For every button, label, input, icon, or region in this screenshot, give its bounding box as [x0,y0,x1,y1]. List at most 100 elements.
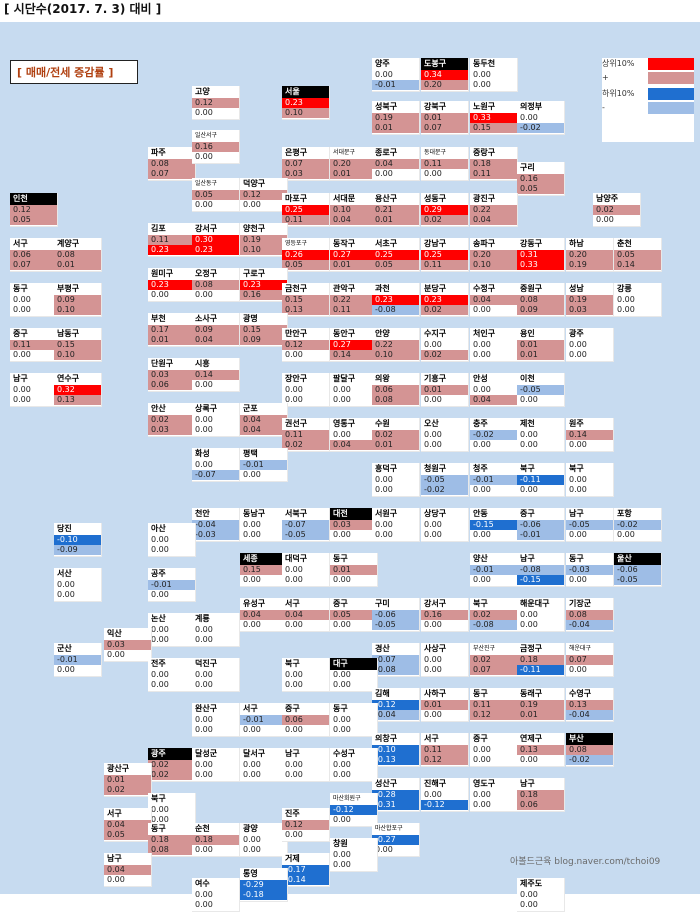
sale-change-value: 0.11 [421,745,468,755]
region-name: 수원 [375,419,390,428]
sale-change-value: -0.04 [192,520,239,530]
sale-change-value: 0.19 [566,295,613,305]
sale-change-value: 0.23 [372,295,419,305]
sale-change-value: 0.31 [517,250,564,260]
sale-change-value: -0.01 [470,565,517,575]
sale-change-value: 0.11 [421,159,468,169]
legend-item: + [602,72,694,84]
region-cell: 수지구 0.00 0.02 [421,328,469,362]
sale-change-value: 0.08 [566,745,613,755]
region-cell: 북구 0.02 -0.08 [470,598,518,632]
region-name: 남구 [520,554,535,563]
region-name: 제천 [520,419,535,428]
region-cell: 광양 0.00 0.00 [240,823,288,857]
sale-change-value: 0.03 [104,640,151,650]
jeonse-change-value: 0.00 [330,575,377,585]
jeonse-change-value: -0.15 [517,575,564,585]
jeonse-change-value: 0.00 [330,770,377,780]
region-name: 울산 [614,553,661,565]
region-name: 마산합포구 [375,825,403,832]
sale-change-value: 0.17 [148,325,195,335]
region-name: 의정부 [520,102,543,111]
sale-change-value: 0.14 [566,430,613,440]
sale-change-value: -0.02 [614,520,661,530]
sale-change-value: 0.00 [421,340,468,350]
region-name: 남구 [569,509,584,518]
jeonse-change-value: 0.04 [330,215,377,225]
jeonse-change-value: 0.00 [192,108,239,118]
jeonse-change-value: 0.00 [517,900,564,910]
region-cell: 오산 0.00 0.00 [421,418,469,452]
sale-change-value: -0.28 [372,790,419,800]
region-cell: 권선구 0.11 0.02 [282,418,330,452]
region-name: 동구 [151,824,166,833]
region-cell: 서구 0.04 0.05 [104,808,152,842]
region-name: 평택 [243,449,258,458]
region-cell: 과천 0.23 -0.08 [372,283,420,317]
sale-change-value: 0.12 [282,340,329,350]
sale-change-value: -0.01 [54,655,101,665]
region-cell: 남양주 0.02 0.00 [593,193,641,227]
region-cell: 경산 -0.07 -0.08 [372,643,420,677]
region-name: 제주도 [520,879,543,888]
jeonse-change-value: 0.04 [192,335,239,345]
region-cell: 남동구 0.15 0.10 [54,328,102,362]
sale-change-value: 0.08 [148,159,195,169]
region-name: 북구 [473,599,488,608]
region-name: 세종 [240,553,287,565]
region-name: 광명 [243,314,258,323]
region-name: 광주 [148,748,195,760]
region-cell: 서초구 0.25 0.05 [372,238,420,272]
sale-change-value: 0.04 [104,865,151,875]
region-cell: 덕양구 0.12 0.00 [240,178,288,212]
jeonse-change-value: 0.00 [372,845,419,855]
region-cell: 일산동구 0.05 0.00 [192,178,240,212]
sale-change-value: -0.01 [240,460,287,470]
region-name: 북구 [520,464,535,473]
sale-change-value: 0.22 [372,340,419,350]
jeonse-change-value: 0.02 [148,770,195,780]
jeonse-change-value: 0.05 [282,260,329,270]
sale-change-value: -0.08 [517,565,564,575]
region-name: 진주 [285,809,300,818]
sale-change-value: 0.09 [54,295,101,305]
region-name: 남동구 [57,329,80,338]
jeonse-change-value: -0.13 [372,755,419,765]
jeonse-change-value: 0.23 [148,245,195,255]
region-cell: 동안구 0.27 0.14 [330,328,378,362]
region-cell: 중구 0.05 0.00 [330,598,378,632]
jeonse-change-value: 0.02 [421,350,468,360]
region-cell: 양천구 0.19 0.10 [240,223,288,257]
region-cell: 금정구 0.18 -0.11 [517,643,565,677]
sale-change-value: 0.15 [240,325,287,335]
sale-change-value: 0.00 [470,340,517,350]
region-name: 덕양구 [243,179,266,188]
sale-change-value: 0.18 [517,790,564,800]
region-name: 계룡 [195,614,210,623]
region-name: 원미구 [151,269,174,278]
jeonse-change-value: 0.00 [421,710,468,720]
region-cell: 당진 -0.10 -0.09 [54,523,102,557]
jeonse-change-value: 0.00 [104,650,151,660]
jeonse-change-value: -0.08 [470,620,517,630]
jeonse-change-value: 0.00 [517,620,564,630]
jeonse-change-value: 0.00 [470,80,517,90]
legend-item: - [602,102,694,114]
region-cell: 마산회원구 -0.12 0.00 [330,793,378,827]
region-name: 남구 [520,779,535,788]
jeonse-change-value: 0.06 [148,380,195,390]
region-cell: 동구 0.00 0.00 [330,703,378,737]
sale-change-value: 0.00 [372,520,419,530]
region-name: 아산 [151,524,166,533]
region-name: 기장군 [569,599,592,608]
region-cell: 인천 0.12 0.05 [10,193,58,227]
legend-swatch [648,88,694,100]
sale-change-value: 0.00 [470,745,517,755]
region-name: 경산 [375,644,390,653]
region-cell: 남구 0.04 0.00 [104,853,152,887]
region-cell: 김해 -0.12 -0.04 [372,688,420,722]
sale-change-value: 0.00 [282,565,329,575]
region-cell: 대구 0.00 0.00 [330,658,378,692]
sale-change-value: 0.00 [240,520,287,530]
jeonse-change-value: 0.00 [282,680,329,690]
